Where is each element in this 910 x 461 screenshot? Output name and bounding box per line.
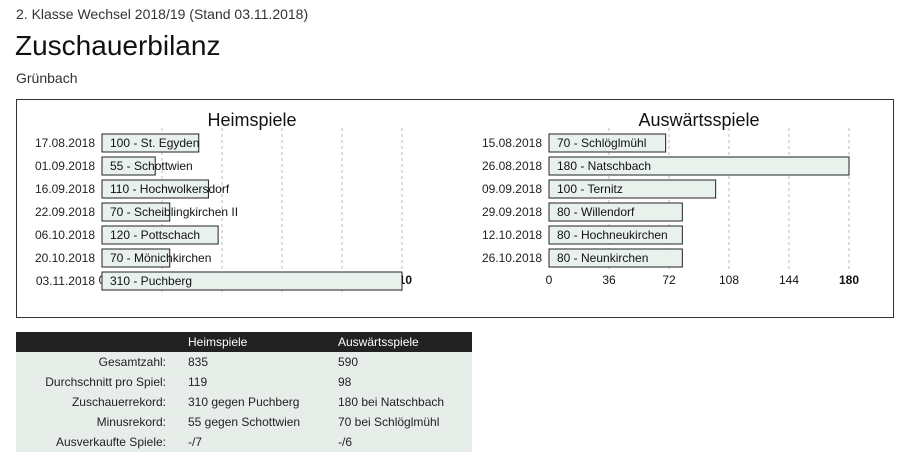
stats-label: Ausverkaufte Spiele:	[55, 435, 166, 449]
bar-label: 55 - Schottwien	[110, 159, 193, 173]
bar-label: 180 - Natschbach	[557, 159, 651, 173]
stats-header-away: Auswärtsspiele	[338, 332, 472, 352]
bar	[101, 179, 209, 199]
bar	[548, 179, 717, 199]
team-name: Grünbach	[16, 70, 78, 86]
bar-label: 120 - Pottschach	[110, 228, 200, 242]
x-tick-label: 72	[662, 273, 676, 287]
stats-row: Ausverkaufte Spiele: -/7 -/6	[16, 432, 472, 452]
stats-away-value: 70 bei Schlöglmühl	[338, 415, 440, 429]
chart-title: Heimspiele	[207, 110, 296, 130]
bar-label: 100 - Ternitz	[557, 182, 623, 196]
page-title: Zuschauerbilanz	[15, 30, 221, 61]
bar-label: 70 - Scheiblingkirchen II	[110, 205, 238, 219]
category-label: 09.09.2018	[482, 182, 542, 196]
stats-row: Zuschauerrekord: 310 gegen Puchberg 180 …	[16, 392, 472, 412]
bar	[548, 225, 683, 245]
stats-label: Gesamtzahl:	[98, 355, 166, 369]
page-subtitle: 2. Klasse Wechsel 2018/19 (Stand 03.11.2…	[16, 6, 309, 22]
stats-home-value: -/7	[188, 435, 203, 449]
stats-away-value: 590	[338, 355, 359, 369]
x-tick-label: 0	[546, 273, 553, 287]
bar-label: 310 - Puchberg	[110, 274, 192, 288]
bar-label: 80 - Neunkirchen	[557, 251, 648, 265]
category-label: 29.09.2018	[482, 205, 542, 219]
bar-label: 110 - Hochwolkersdorf	[110, 182, 230, 196]
stats-away-value: 180 bei Natschbach	[338, 395, 445, 409]
stats-label: Zuschauerrekord:	[71, 395, 166, 409]
stats-home-value: 55 gegen Schottwien	[188, 415, 301, 429]
x-tick-label: 108	[719, 273, 739, 287]
bar-label: 70 - Mönichkirchen	[110, 251, 211, 265]
category-label: 01.09.2018	[35, 159, 95, 173]
category-label: 15.08.2018	[482, 136, 542, 150]
x-tick-label: 144	[779, 273, 799, 287]
category-label: 16.09.2018	[35, 182, 95, 196]
category-label: 22.09.2018	[35, 205, 95, 219]
bar	[101, 202, 171, 222]
bar	[548, 202, 683, 222]
category-label: 12.10.2018	[482, 228, 542, 242]
category-label: 06.10.2018	[35, 228, 95, 242]
stats-away-value: 98	[338, 375, 352, 389]
stats-row: Minusrekord: 55 gegen Schottwien 70 bei …	[16, 412, 472, 432]
category-label: 03.11.2018	[36, 274, 95, 288]
category-label: 26.10.2018	[482, 251, 542, 265]
bar	[548, 248, 683, 268]
bar	[101, 225, 219, 245]
stats-table: Heimspiele Auswärtsspiele Gesamtzahl: 83…	[16, 332, 472, 452]
stats-home-value: 835	[188, 355, 209, 369]
bar	[101, 271, 403, 291]
x-tick-label: 36	[602, 273, 616, 287]
bar	[101, 156, 156, 176]
stats-header-home: Heimspiele	[188, 332, 338, 352]
category-label: 20.10.2018	[35, 251, 95, 265]
stats-label: Durchschnitt pro Spiel:	[45, 375, 166, 389]
category-label: 26.08.2018	[482, 159, 542, 173]
bar	[101, 248, 171, 268]
stats-row: Gesamtzahl: 835 590	[16, 352, 472, 372]
stats-home-value: 310 gegen Puchberg	[188, 395, 300, 409]
chart-title: Auswärtsspiele	[638, 110, 759, 130]
category-label: 17.08.2018	[35, 136, 95, 150]
stats-row: Durchschnitt pro Spiel: 119 98	[16, 372, 472, 392]
bar-label: 80 - Hochneukirchen	[557, 228, 668, 242]
x-tick-label: 180	[839, 273, 859, 287]
bar	[548, 156, 850, 176]
bar	[101, 133, 200, 153]
bar-label: 100 - St. Egyden	[110, 136, 199, 150]
stats-label: Minusrekord:	[96, 415, 166, 429]
stats-header-row: Heimspiele Auswärtsspiele	[16, 332, 472, 352]
bar	[548, 133, 667, 153]
stats-home-value: 119	[188, 375, 208, 389]
bar-label: 80 - Willendorf	[557, 205, 635, 219]
stats-header-empty	[16, 332, 188, 352]
stats-away-value: -/6	[338, 435, 353, 449]
bar-label: 70 - Schlöglmühl	[557, 136, 646, 150]
